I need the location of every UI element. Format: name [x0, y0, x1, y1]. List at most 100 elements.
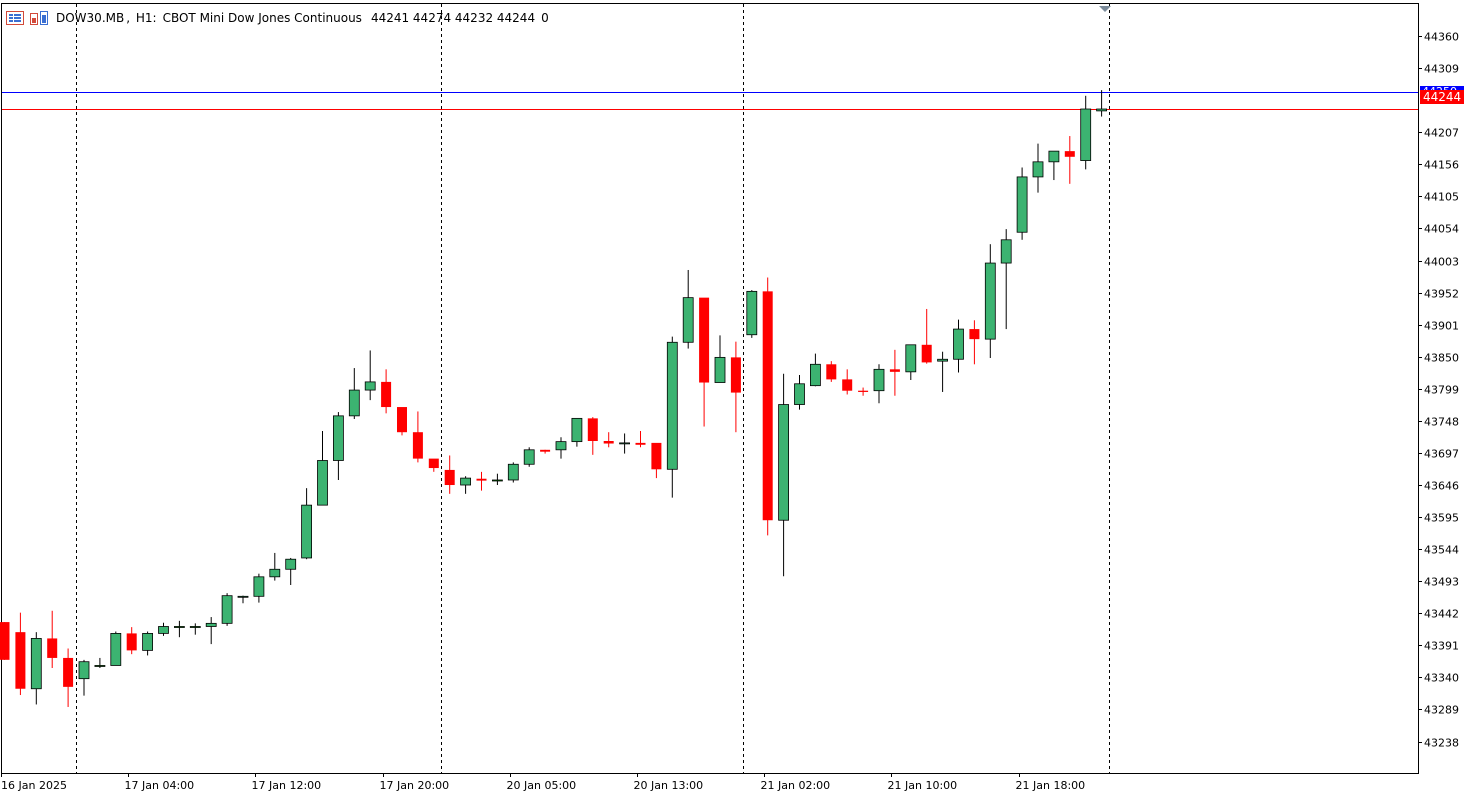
candle	[810, 353, 821, 387]
candle-body	[285, 558, 297, 570]
y-tick-label: 43799	[1424, 384, 1459, 397]
candle	[682, 269, 694, 349]
candle-body	[778, 404, 789, 521]
candles	[0, 90, 1107, 707]
y-tick-label: 43901	[1424, 320, 1459, 333]
candle-body	[221, 595, 233, 624]
candle	[126, 627, 137, 655]
candle-body	[491, 479, 503, 482]
y-tick-label: 43697	[1424, 448, 1459, 461]
candle-body	[348, 389, 360, 417]
candle	[285, 557, 297, 585]
candle-body	[523, 449, 535, 465]
candle-body	[842, 379, 853, 391]
candle	[94, 657, 106, 668]
candle-body	[571, 417, 583, 443]
candle-body	[682, 297, 694, 343]
candle	[173, 620, 185, 638]
candle	[444, 455, 455, 494]
candle	[603, 432, 614, 448]
candle	[253, 573, 265, 603]
candle-body	[699, 297, 710, 383]
candle	[953, 319, 964, 373]
candle	[30, 632, 42, 705]
y-tick-label: 43340	[1424, 672, 1459, 685]
candle	[0, 622, 10, 660]
y-tick-label: 43391	[1424, 640, 1459, 653]
session-separators	[76, 4, 1110, 773]
candle-body	[619, 442, 630, 445]
candle	[476, 471, 487, 491]
price-lines	[2, 92, 1418, 110]
timeframe-label: H1:	[135, 11, 157, 25]
candle	[540, 449, 551, 454]
candle	[364, 350, 376, 401]
candle-body	[507, 463, 519, 481]
candle	[794, 374, 805, 410]
candle	[778, 373, 789, 577]
candle	[507, 462, 519, 483]
bid-price-label-bg	[1420, 90, 1464, 104]
candle-body	[110, 633, 122, 666]
candle-body	[1032, 161, 1044, 178]
price-label-group: 44250 44244	[1420, 85, 1464, 104]
chart-list-icon[interactable]	[6, 11, 24, 25]
candle	[460, 476, 472, 494]
candle	[269, 552, 281, 581]
y-tick-label: 44156	[1424, 159, 1459, 172]
y-tick-label: 43493	[1424, 576, 1459, 589]
x-tick-label: 20 Jan 13:00	[634, 779, 704, 792]
candle	[826, 361, 837, 382]
plot-area[interactable]	[1, 3, 1419, 774]
candle	[412, 411, 423, 463]
candle-body	[301, 504, 313, 559]
candle	[969, 320, 980, 365]
x-tick-label: 17 Jan 20:00	[380, 779, 450, 792]
chart-shift-marker[interactable]	[1099, 6, 1111, 12]
y-tick-label: 43238	[1424, 737, 1459, 750]
candle	[619, 433, 630, 454]
candle	[142, 631, 154, 656]
candle	[1016, 167, 1028, 240]
candle-body	[635, 442, 646, 445]
candle	[905, 344, 917, 381]
candle-body	[969, 329, 980, 340]
candle-body	[47, 638, 58, 658]
candle	[587, 417, 598, 455]
candle-body	[173, 626, 185, 628]
candle	[1096, 90, 1107, 117]
candle-body	[937, 358, 948, 362]
y-tick-label: 43952	[1424, 288, 1459, 301]
candle-body	[810, 363, 821, 387]
candle-body	[587, 418, 598, 442]
x-tick-label: 17 Jan 12:00	[252, 779, 322, 792]
candle-body	[1016, 176, 1028, 233]
volume-value: 0	[541, 11, 549, 25]
candle	[984, 244, 996, 359]
candle-body	[666, 341, 678, 470]
candle	[842, 369, 853, 395]
candle	[15, 612, 26, 696]
symbol-description: CBOT Mini Dow Jones Continuous	[162, 11, 362, 25]
candle-body	[555, 441, 567, 451]
candle-body	[317, 460, 328, 506]
candle-body	[905, 344, 917, 373]
candle-body	[651, 442, 662, 470]
candle-body	[381, 381, 392, 408]
candle-body	[444, 469, 455, 486]
candle	[397, 407, 407, 436]
candle	[1032, 143, 1044, 193]
candle-body	[0, 622, 10, 660]
one-click-trading-icon[interactable]	[30, 11, 48, 25]
candle	[221, 593, 233, 626]
candle	[491, 473, 503, 486]
candle	[1048, 150, 1060, 181]
candle-body	[953, 328, 964, 360]
candle	[317, 430, 328, 506]
candle-body	[15, 632, 26, 689]
candle	[555, 437, 567, 459]
candle-body	[540, 449, 551, 452]
candle-body	[1080, 108, 1092, 161]
